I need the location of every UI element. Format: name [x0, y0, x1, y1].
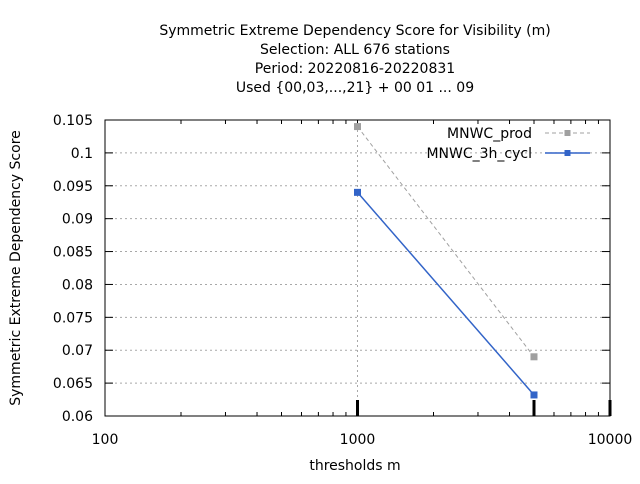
data-point — [354, 188, 361, 196]
series-line-MNWC_3h_cycl — [356, 191, 535, 396]
y-tick-label: 0.065 — [53, 376, 93, 392]
x-axis-label: thresholds m — [309, 458, 400, 474]
axes — [104, 119, 612, 417]
y-tick-label: 0.075 — [53, 310, 93, 326]
y-axis-label: Symmetric Extreme Dependency Score — [8, 130, 24, 406]
x-tick-label: 100 — [92, 432, 119, 448]
y-tick-label: 0.095 — [53, 179, 93, 195]
series — [354, 123, 538, 399]
legend-label: MNWC_3h_cycl — [426, 146, 532, 162]
grid — [104, 119, 611, 417]
legend-marker — [564, 150, 571, 156]
y-tick-label: 0.07 — [62, 343, 93, 359]
y-tick-label: 0.085 — [53, 245, 93, 261]
y-tick-label: 0.06 — [62, 409, 93, 425]
tick-labels: 0.060.0650.070.0750.080.0850.090.0950.10… — [53, 113, 632, 448]
data-point — [530, 353, 538, 361]
y-tick-label: 0.08 — [62, 277, 93, 293]
x-tick-label: 10000 — [588, 432, 633, 448]
x-tick-label: 1000 — [340, 432, 376, 448]
y-tick-label: 0.105 — [53, 113, 93, 129]
legend: MNWC_prod MNWC_3h_cycl — [426, 126, 590, 162]
legend-label: MNWC_prod — [447, 126, 532, 142]
y-tick-label: 0.1 — [71, 146, 93, 162]
title-line: Symmetric Extreme Dependency Score for V… — [159, 23, 550, 39]
y-tick-label: 0.09 — [62, 212, 93, 228]
legend-marker — [564, 130, 571, 136]
title-line: Used {00,03,...,21} + 00 01 ... 09 — [236, 80, 474, 96]
chart-title: Symmetric Extreme Dependency Score for V… — [159, 23, 550, 96]
series-line-MNWC_prod — [357, 126, 535, 358]
data-point — [354, 123, 361, 131]
title-line: Selection: ALL 676 stations — [260, 42, 450, 58]
data-point — [530, 391, 538, 399]
title-line: Period: 20220816-20220831 — [255, 61, 455, 77]
